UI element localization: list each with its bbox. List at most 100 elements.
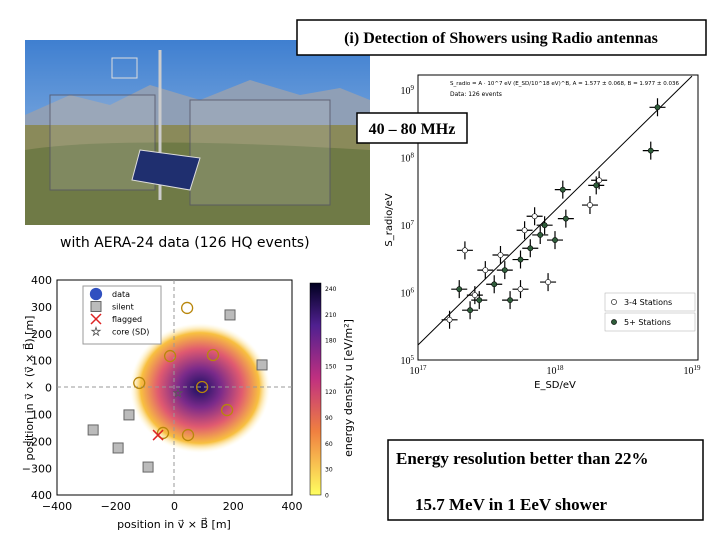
y-tick-label: 0	[45, 382, 52, 395]
data-point	[446, 316, 453, 323]
data-station	[133, 376, 146, 390]
legend-frame	[604, 312, 696, 332]
data-point	[471, 292, 478, 299]
y-tick-label: 106	[401, 287, 415, 300]
x-label: E_SD/eV	[534, 380, 576, 391]
colorbar-tick-label: 90	[325, 415, 333, 422]
data-label: Data: 126 events	[450, 91, 502, 98]
data-station	[163, 349, 177, 363]
legend-label: core (SD)	[112, 328, 149, 337]
data-point	[531, 213, 538, 220]
data-station	[206, 348, 220, 362]
x-tick-label: 1017	[410, 364, 428, 377]
data-point	[467, 307, 473, 314]
silent-station	[112, 442, 124, 454]
data-point	[541, 222, 548, 229]
colorbar-tick-label: 60	[325, 441, 333, 448]
colorbar	[309, 282, 322, 496]
x-tick-label: 1019	[684, 364, 702, 377]
data-point	[527, 245, 534, 252]
data-point	[562, 215, 569, 222]
data-station	[181, 428, 195, 442]
x-tick-label: −200	[101, 500, 131, 513]
data-point	[517, 286, 524, 293]
data-point	[654, 104, 661, 111]
photo-caption: with AERA-24 data (126 HQ events)	[60, 235, 310, 251]
band: 40 – 80 MHz	[369, 121, 456, 138]
data-point	[593, 182, 600, 189]
data-point	[587, 202, 593, 208]
legend-marker	[611, 319, 617, 325]
photo	[25, 40, 370, 225]
data-point	[647, 147, 654, 154]
fit-label: S_radio = A · 10^7 eV (E_SD/10^18 eV)^B,…	[450, 81, 680, 87]
colorbar-label: energy density u [eV/m²]	[342, 319, 355, 457]
data-station	[180, 301, 194, 315]
y-tick-label: 109	[401, 84, 415, 97]
legend-label: 3-4 Stations	[624, 298, 672, 307]
colorbar-tick-label: 180	[325, 338, 337, 345]
resolution: Energy resolution better than 22%	[396, 449, 648, 468]
data-point	[501, 267, 508, 273]
y-tick-label: 400	[31, 274, 52, 287]
y-tick-label: 400	[31, 489, 52, 502]
title: (i) Detection of Showers using Radio ant…	[344, 30, 658, 47]
silent-station	[87, 424, 99, 436]
x-tick-label: 400	[282, 500, 303, 513]
colorbar-tick-label: 30	[325, 467, 333, 474]
silent-station	[123, 409, 135, 421]
data-station	[156, 426, 170, 440]
colorbar-tick-label: 240	[325, 286, 337, 293]
data-point	[497, 252, 504, 258]
y-tick-label: 200	[31, 328, 52, 341]
resolution-box	[387, 439, 704, 521]
legend-marker	[611, 299, 617, 305]
y-tick-label: 100	[31, 409, 52, 422]
y-tick-label: 300	[31, 301, 52, 314]
data-point	[482, 267, 489, 273]
x-tick-label: 200	[223, 500, 244, 513]
data-point	[559, 186, 566, 193]
core-marker: ☆	[91, 325, 102, 339]
y-tick-label: 108	[401, 152, 415, 165]
x-label: position in v⃗ × B⃗ [m]	[117, 517, 231, 531]
x-tick-label: −400	[42, 500, 72, 513]
silent-station	[142, 461, 154, 473]
colorbar-tick-label: 210	[325, 312, 337, 319]
y-tick-label: 107	[401, 219, 415, 232]
x-tick-label: 1018	[547, 364, 565, 377]
data-point	[456, 286, 463, 293]
legend-label: 5+ Stations	[624, 318, 671, 327]
data-point	[537, 232, 544, 238]
shower: 15.7 MeV in 1 EeV shower	[415, 495, 607, 514]
legend-label: silent	[112, 303, 134, 312]
data-station	[89, 287, 103, 301]
title-box	[296, 19, 707, 56]
flagged-station	[152, 429, 164, 441]
colorbar-tick-label: 120	[325, 389, 337, 396]
colorbar-tick-label: 0	[325, 492, 329, 499]
data-point	[596, 177, 603, 184]
flagged-station	[90, 313, 102, 325]
data-point	[462, 247, 468, 254]
silent-station	[224, 309, 236, 321]
x-tick-label: 0	[171, 500, 178, 513]
data-point	[517, 256, 524, 263]
silent-station	[90, 301, 102, 312]
colorbar-tick-label: 150	[325, 363, 337, 370]
y-tick-label: −200	[22, 435, 52, 448]
y-label: S_radio/eV	[384, 193, 395, 246]
y-label: position in v⃗ × (v⃗ × B⃗) [m]	[22, 316, 36, 461]
silent-station	[256, 359, 268, 371]
data-station	[220, 403, 234, 417]
data-point	[552, 237, 558, 243]
legend-label: flagged	[112, 315, 142, 324]
data-station	[195, 380, 209, 394]
core-marker: ☆	[173, 386, 184, 400]
y-tick-label: −300	[22, 462, 52, 475]
data-point	[545, 279, 551, 285]
legend-frame	[604, 292, 696, 312]
data-point	[521, 227, 528, 234]
data-point	[491, 281, 498, 288]
